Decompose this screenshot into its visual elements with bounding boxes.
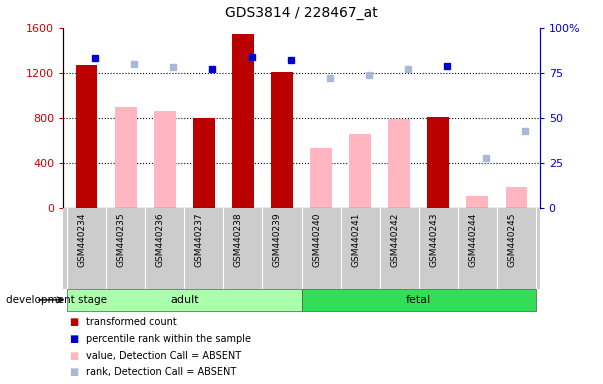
Bar	[311, 148, 332, 208]
Bar	[115, 107, 136, 208]
Text: ■: ■	[69, 334, 78, 344]
Text: GDS3814 / 228467_at: GDS3814 / 228467_at	[225, 6, 378, 20]
Text: GSM440239: GSM440239	[273, 212, 282, 267]
Bar	[505, 187, 527, 208]
Bar	[67, 289, 302, 311]
Text: value, Detection Call = ABSENT: value, Detection Call = ABSENT	[86, 351, 241, 361]
Text: GSM440240: GSM440240	[312, 212, 321, 266]
Bar	[349, 134, 371, 208]
Bar	[232, 35, 254, 208]
Text: GSM440236: GSM440236	[156, 212, 165, 267]
Text: GSM440243: GSM440243	[429, 212, 438, 266]
Text: percentile rank within the sample: percentile rank within the sample	[86, 334, 251, 344]
Text: fetal: fetal	[406, 295, 431, 305]
Text: GSM440244: GSM440244	[468, 212, 477, 266]
Text: ■: ■	[69, 351, 78, 361]
Bar	[271, 72, 292, 208]
Text: rank, Detection Call = ABSENT: rank, Detection Call = ABSENT	[86, 367, 236, 377]
Text: adult: adult	[170, 295, 198, 305]
Bar	[193, 118, 215, 208]
Bar	[467, 196, 488, 208]
Text: transformed count: transformed count	[86, 317, 177, 327]
Text: GSM440234: GSM440234	[78, 212, 87, 266]
Text: GSM440235: GSM440235	[117, 212, 126, 267]
Text: GSM440245: GSM440245	[507, 212, 516, 266]
Text: GSM440242: GSM440242	[390, 212, 399, 266]
Text: GSM440237: GSM440237	[195, 212, 204, 267]
Text: ■: ■	[69, 317, 78, 327]
Text: development stage: development stage	[6, 295, 107, 305]
Text: ■: ■	[69, 367, 78, 377]
Bar	[388, 119, 410, 208]
Text: GSM440238: GSM440238	[234, 212, 243, 267]
Bar	[302, 289, 536, 311]
Bar	[76, 65, 98, 208]
Bar	[428, 117, 449, 208]
Bar	[154, 111, 175, 208]
Text: GSM440241: GSM440241	[351, 212, 360, 266]
